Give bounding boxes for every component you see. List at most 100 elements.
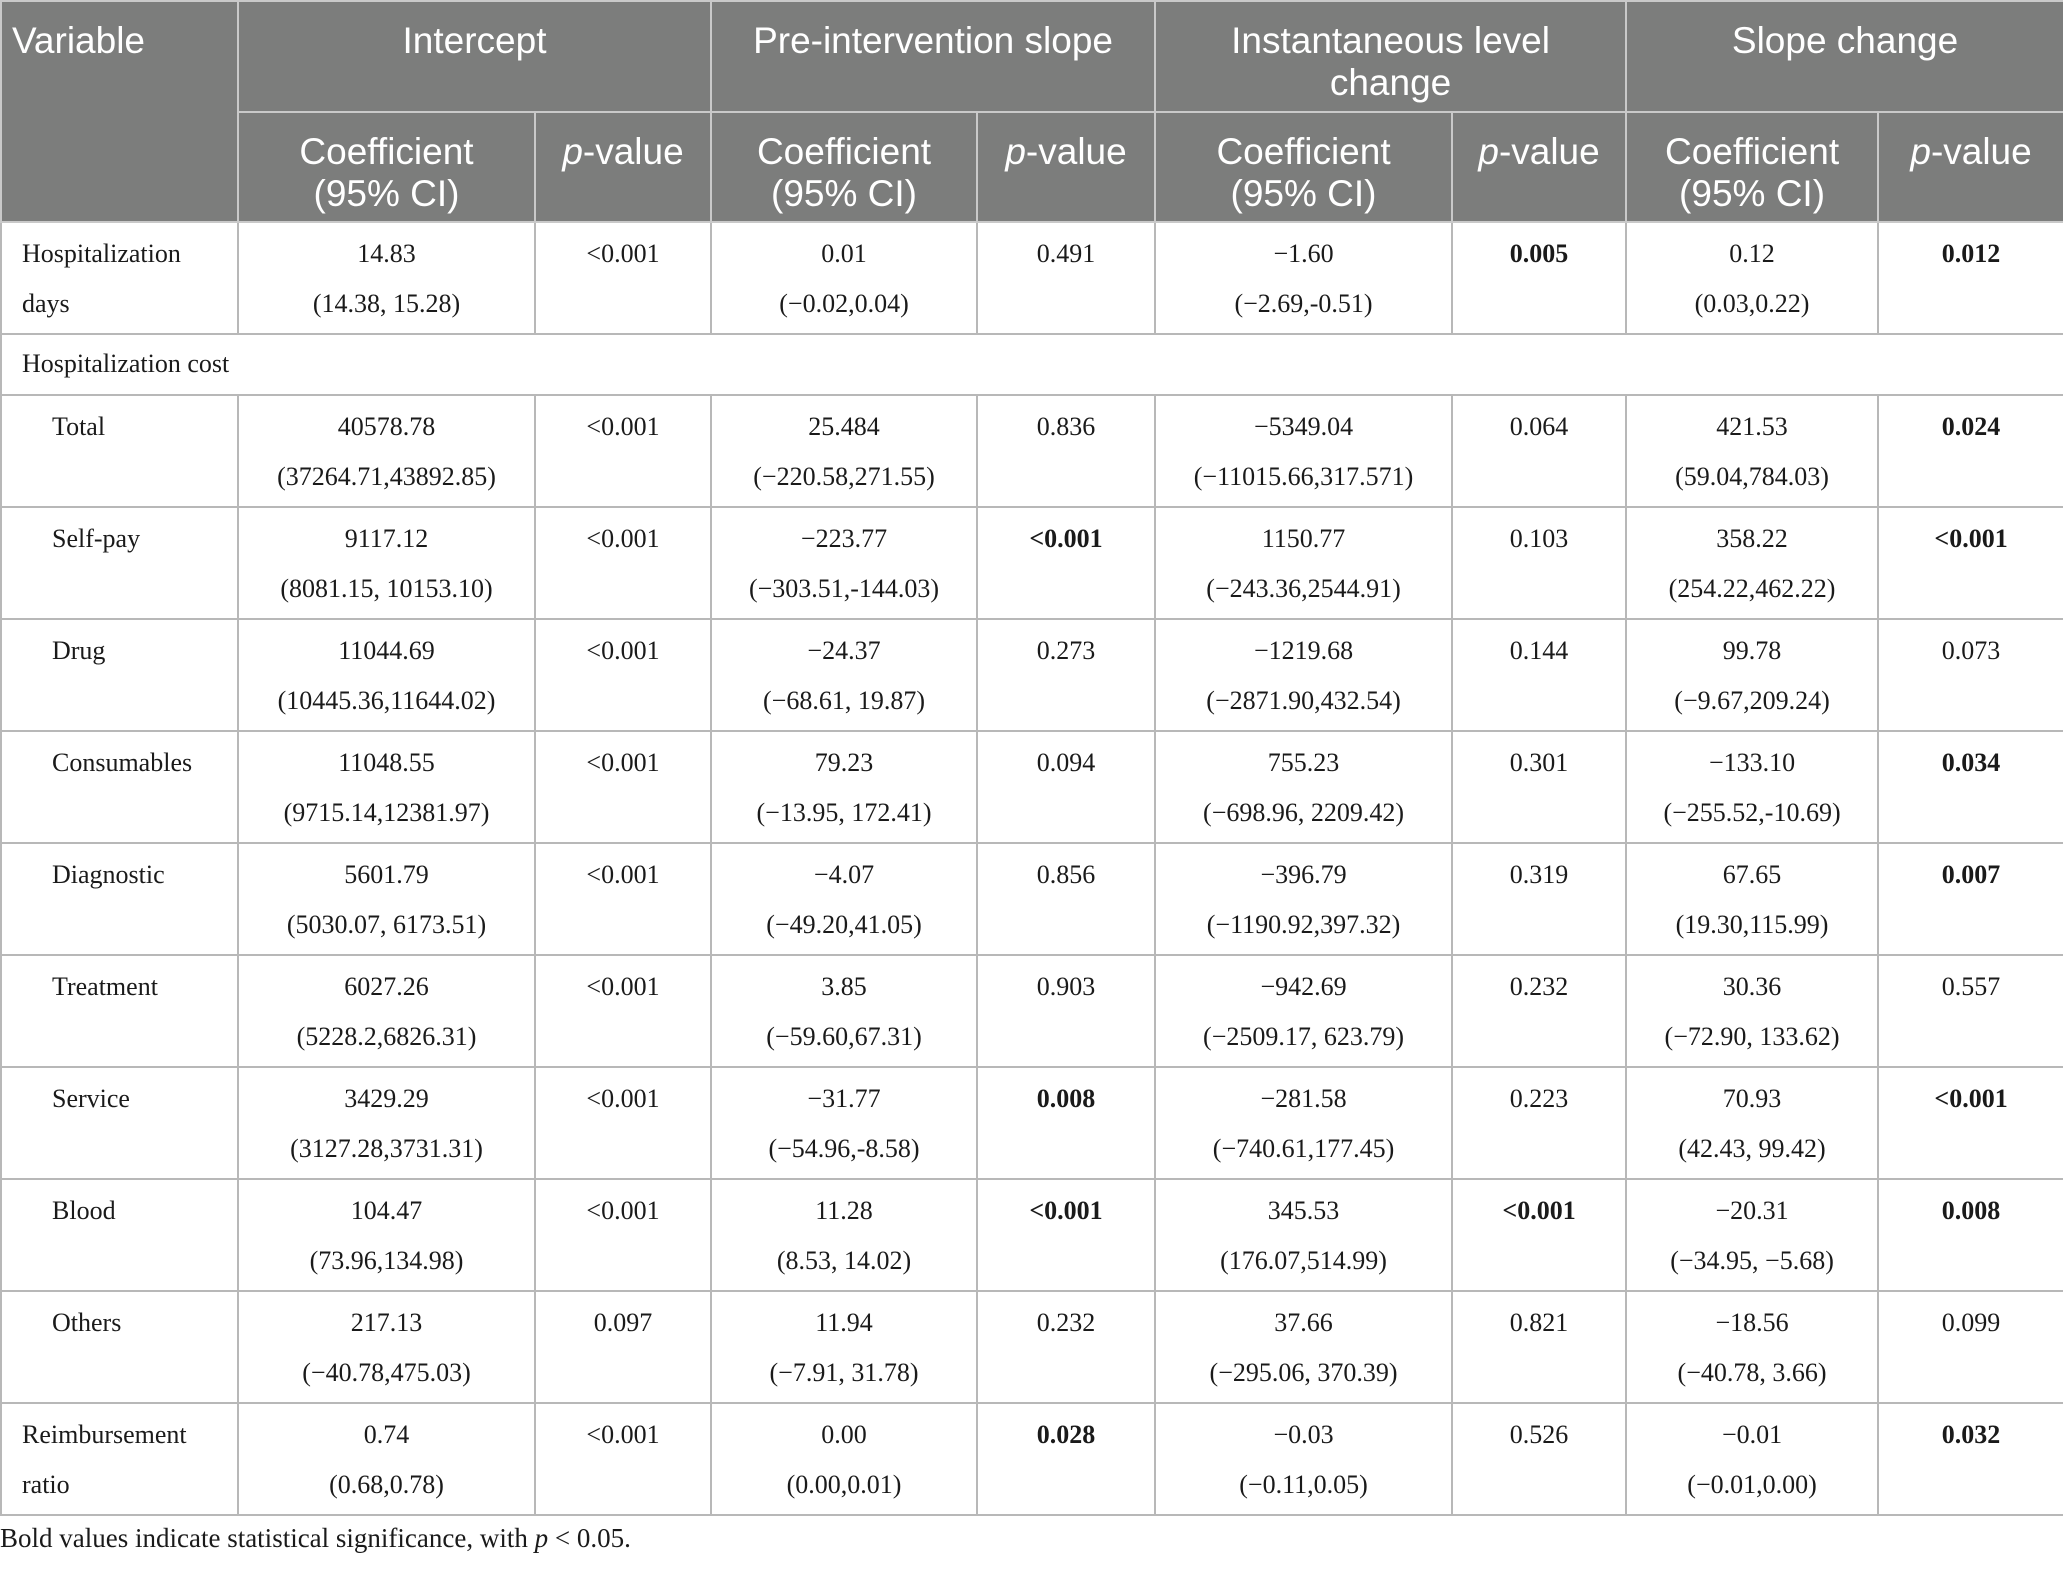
- confidence-interval: (−255.52,-10.69): [1663, 798, 1841, 827]
- coefficient-value: −20.31: [1715, 1196, 1789, 1225]
- coefficient-value: 79.23: [814, 748, 874, 777]
- p-value-cell: <0.001: [1877, 506, 2063, 620]
- p-value-cell: 0.094: [976, 730, 1157, 844]
- coefficient-value: 104.47: [350, 1196, 423, 1225]
- p-value-cell: 0.012: [1877, 221, 2063, 335]
- subheader-p-suffix: -value: [1025, 131, 1127, 172]
- subheader-p-value: p-value: [976, 111, 1157, 223]
- row-label: Self-pay: [0, 506, 239, 620]
- row-label-line: days: [22, 289, 70, 318]
- row-label: Consumables: [0, 730, 239, 844]
- coefficient-value: 217.13: [350, 1308, 423, 1337]
- p-value-cell: <0.001: [976, 506, 1157, 620]
- confidence-interval: (−220.58,271.55): [753, 462, 935, 491]
- p-value: 0.024: [1941, 412, 2001, 441]
- confidence-interval: (−295.06, 370.39): [1209, 1358, 1398, 1387]
- p-value: 0.144: [1509, 636, 1569, 665]
- row-label: Drug: [0, 618, 239, 732]
- p-value: <0.001: [1502, 1196, 1576, 1225]
- row-label-line: Service: [52, 1084, 130, 1113]
- coefficient-value: 5601.79: [344, 860, 429, 889]
- coefficient-cell: 70.93 (42.43, 99.42): [1625, 1066, 1880, 1180]
- coefficient-cell: 0.00 (0.00,0.01): [710, 1402, 979, 1516]
- coefficient-value: 0.01: [821, 239, 867, 268]
- p-value: 0.034: [1941, 748, 2001, 777]
- coefficient-value: −133.10: [1708, 748, 1796, 777]
- p-value-cell: <0.001: [533, 394, 713, 508]
- coefficient-value: 755.23: [1267, 748, 1340, 777]
- confidence-interval: (254.22,462.22): [1668, 574, 1836, 603]
- p-value: 0.223: [1509, 1084, 1569, 1113]
- p-value-cell: <0.001: [533, 618, 713, 732]
- header-slope-change: Slope change: [1625, 0, 2063, 113]
- confidence-interval: (−243.36,2544.91): [1206, 574, 1401, 603]
- p-value: 0.232: [1036, 1308, 1096, 1337]
- p-value-cell: <0.001: [533, 221, 713, 335]
- coefficient-cell: 0.74 (0.68,0.78): [237, 1402, 536, 1516]
- subheader-ci-label: (95% CI): [771, 173, 917, 214]
- subheader-coefficient: Coefficient (95% CI): [1625, 111, 1880, 223]
- p-value: 0.836: [1036, 412, 1096, 441]
- coefficient-cell: −5349.04 (−11015.66,317.571): [1154, 394, 1454, 508]
- table-footnote: Bold values indicate statistical signifi…: [0, 1523, 631, 1554]
- confidence-interval: (−0.02,0.04): [779, 289, 909, 318]
- coefficient-cell: 358.22 (254.22,462.22): [1625, 506, 1880, 620]
- confidence-interval: (0.03,0.22): [1694, 289, 1810, 318]
- p-value-cell: 0.223: [1451, 1066, 1628, 1180]
- p-value-cell: 0.073: [1877, 618, 2063, 732]
- row-label-line: ratio: [22, 1470, 70, 1499]
- subheader-p-suffix: -value: [1498, 131, 1600, 172]
- confidence-interval: (59.04,784.03): [1675, 462, 1829, 491]
- table-body: Hospitalization days 14.83 (14.38, 15.28) <0…: [0, 221, 2063, 1516]
- coefficient-cell: 5601.79 (5030.07, 6173.51): [237, 842, 536, 956]
- footnote-text: Bold values indicate statistical signifi…: [0, 1523, 535, 1553]
- p-value-cell: 0.034: [1877, 730, 2063, 844]
- coefficient-cell: 11048.55 (9715.14,12381.97): [237, 730, 536, 844]
- coefficient-cell: 14.83 (14.38, 15.28): [237, 221, 536, 335]
- coefficient-value: 6027.26: [344, 972, 429, 1001]
- table-row: Hospitalization days 14.83 (14.38, 15.28) <0…: [0, 221, 2063, 335]
- subheader-coefficient: Coefficient (95% CI): [237, 111, 536, 223]
- coefficient-value: 3429.29: [344, 1084, 429, 1113]
- confidence-interval: (−2.69,-0.51): [1234, 289, 1373, 318]
- p-value-cell: 0.232: [976, 1290, 1157, 1404]
- p-value-cell: 0.032: [1877, 1402, 2063, 1516]
- coefficient-cell: 40578.78 (37264.71,43892.85): [237, 394, 536, 508]
- table-header: Variable Intercept Pre-intervention slop…: [0, 0, 2063, 223]
- p-value: 0.557: [1941, 972, 2001, 1001]
- coefficient-cell: 9117.12 (8081.15, 10153.10): [237, 506, 536, 620]
- coefficient-value: −0.03: [1273, 1420, 1334, 1449]
- table-row: Drug 11044.69 (10445.36,11644.02) <0.001 −24…: [0, 618, 2063, 732]
- coefficient-cell: −20.31 (−34.95, −5.68): [1625, 1178, 1880, 1292]
- table-row: Total 40578.78 (37264.71,43892.85) <0.001 25…: [0, 394, 2063, 508]
- p-value-cell: <0.001: [533, 506, 713, 620]
- p-value: <0.001: [586, 239, 660, 268]
- coefficient-value: 3.85: [821, 972, 867, 1001]
- p-value-cell: 0.491: [976, 221, 1157, 335]
- coefficient-cell: 99.78 (−9.67,209.24): [1625, 618, 1880, 732]
- p-value: 0.856: [1036, 860, 1096, 889]
- coefficient-cell: 11.94 (−7.91, 31.78): [710, 1290, 979, 1404]
- header-intercept: Intercept: [236, 0, 713, 113]
- p-value-cell: 0.273: [976, 618, 1157, 732]
- confidence-interval: (0.00,0.01): [786, 1470, 902, 1499]
- confidence-interval: (−40.78,475.03): [302, 1358, 471, 1387]
- subheader-ci-label: (95% CI): [313, 173, 460, 214]
- row-label: Diagnostic: [0, 842, 239, 956]
- coefficient-value: −1219.68: [1253, 636, 1354, 665]
- coefficient-cell: −223.77 (−303.51,-144.03): [710, 506, 979, 620]
- subheader-p-value: p-value: [1451, 111, 1628, 223]
- p-value-cell: 0.856: [976, 842, 1157, 956]
- coefficient-value: 11044.69: [338, 636, 435, 665]
- p-value-cell: 0.232: [1451, 954, 1628, 1068]
- p-value-cell: 0.836: [976, 394, 1157, 508]
- confidence-interval: (0.68,0.78): [329, 1470, 444, 1499]
- confidence-interval: (37264.71,43892.85): [277, 462, 496, 491]
- p-value-cell: 0.097: [533, 1290, 713, 1404]
- subheader-coefficient-label: Coefficient: [1216, 131, 1391, 172]
- coefficient-cell: −24.37 (−68.61, 19.87): [710, 618, 979, 732]
- confidence-interval: (73.96,134.98): [309, 1246, 464, 1275]
- p-value-cell: 0.024: [1877, 394, 2063, 508]
- coefficient-cell: −0.03 (−0.11,0.05): [1154, 1402, 1454, 1516]
- p-value-cell: 0.028: [976, 1402, 1157, 1516]
